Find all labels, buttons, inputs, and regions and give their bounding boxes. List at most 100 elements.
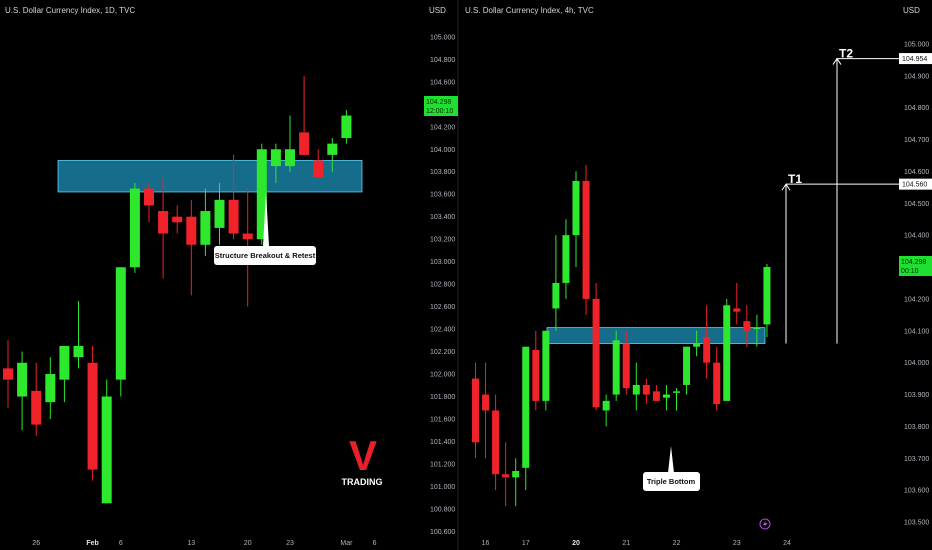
candle-body <box>512 471 520 478</box>
candle[interactable] <box>552 235 560 331</box>
last-price-value: 104.298 <box>426 99 451 106</box>
candle[interactable] <box>602 394 610 427</box>
candle[interactable] <box>673 388 680 411</box>
candle[interactable] <box>492 394 500 491</box>
candle-body <box>270 149 281 167</box>
candle[interactable] <box>723 298 731 401</box>
y-tick-label: 103.800 <box>430 169 455 176</box>
candle[interactable] <box>270 143 281 183</box>
candle[interactable] <box>622 330 630 395</box>
x-tick-label: 21 <box>622 540 630 547</box>
candle[interactable] <box>45 357 56 419</box>
y-tick-label: 104.800 <box>430 57 455 64</box>
candle[interactable] <box>592 282 600 411</box>
candle[interactable] <box>652 384 660 401</box>
candle[interactable] <box>662 384 670 411</box>
candle-body <box>632 384 640 395</box>
x-tick-label: 20 <box>244 540 252 547</box>
candle[interactable] <box>256 143 267 245</box>
candle[interactable] <box>472 362 479 459</box>
callout-box <box>214 246 316 265</box>
candle-body <box>172 216 183 223</box>
candle[interactable] <box>753 314 761 347</box>
support-resistance-zone <box>57 160 363 193</box>
last-price-countdown: 12:00:10 <box>426 108 453 115</box>
y-tick-label: 101.600 <box>430 416 455 423</box>
candle[interactable] <box>158 177 169 279</box>
candle-body <box>723 305 731 401</box>
candle-body <box>115 267 126 380</box>
candle[interactable] <box>3 340 13 408</box>
y-tick-label: 101.400 <box>430 439 455 446</box>
candle-body <box>502 474 510 478</box>
y-tick-label: 105.000 <box>904 41 929 48</box>
candle[interactable] <box>101 379 112 504</box>
candle[interactable] <box>228 154 239 240</box>
y-tick-label: 103.600 <box>430 192 455 199</box>
candle[interactable] <box>532 330 540 411</box>
x-tick-label: 16 <box>482 540 490 547</box>
y-tick-label: 105.000 <box>430 34 455 41</box>
candle-body <box>129 188 140 268</box>
y-tick-label: 103.000 <box>430 259 455 266</box>
candle[interactable] <box>87 345 98 481</box>
candle-body <box>582 180 590 299</box>
candle-body <box>753 327 761 330</box>
daily-chart-pane[interactable]: U.S. Dollar Currency Index, 1D, TVC USD … <box>3 6 458 547</box>
candle[interactable] <box>612 330 620 401</box>
candle-body <box>622 343 630 389</box>
candle-body <box>492 410 500 475</box>
x-tick-label: 6 <box>373 540 377 547</box>
candle[interactable] <box>313 149 324 178</box>
candle[interactable] <box>683 346 691 395</box>
candle[interactable] <box>341 109 352 144</box>
bolt-icon[interactable] <box>759 518 771 530</box>
candle[interactable] <box>693 330 701 357</box>
y-tick-label: 101.000 <box>430 484 455 491</box>
y-tick-label: 102.600 <box>430 304 455 311</box>
target-price-tag <box>899 178 932 190</box>
candle[interactable] <box>763 263 771 338</box>
candle[interactable] <box>285 115 295 172</box>
candle[interactable] <box>703 305 711 379</box>
candle-body <box>341 115 352 139</box>
candle[interactable] <box>144 182 154 223</box>
y-tick-label: 104.700 <box>904 137 929 144</box>
candle[interactable] <box>327 138 338 172</box>
callout-pointer <box>263 192 269 246</box>
candle[interactable] <box>582 165 590 315</box>
candle-body <box>713 362 721 405</box>
candle[interactable] <box>562 219 570 299</box>
candle[interactable] <box>115 267 126 397</box>
candle[interactable] <box>31 362 42 436</box>
candle[interactable] <box>642 378 650 405</box>
candle[interactable] <box>522 346 530 491</box>
candle[interactable] <box>512 458 520 507</box>
candle-body <box>472 378 479 443</box>
candle[interactable] <box>17 351 28 431</box>
4h-chart-pane[interactable]: U.S. Dollar Currency Index, 4h, TVC USD … <box>465 6 932 547</box>
candle[interactable] <box>733 282 741 325</box>
candle[interactable] <box>59 345 70 403</box>
candle[interactable] <box>200 188 211 257</box>
candle[interactable] <box>542 330 550 411</box>
brand-logo-letter: V <box>349 432 377 479</box>
candle[interactable] <box>743 305 751 347</box>
candle[interactable] <box>502 442 510 507</box>
candle[interactable] <box>214 182 225 245</box>
support-resistance-zone <box>546 327 766 344</box>
candle[interactable] <box>713 346 721 411</box>
candle-body <box>683 346 691 385</box>
y-tick-label: 103.700 <box>904 456 929 463</box>
candle[interactable] <box>299 76 310 155</box>
candle[interactable] <box>632 362 640 411</box>
candle[interactable] <box>572 171 580 268</box>
candle[interactable] <box>172 205 183 234</box>
candle[interactable] <box>482 362 490 459</box>
candle[interactable] <box>186 199 197 296</box>
y-tick-label: 102.400 <box>430 327 455 334</box>
y-tick-label: 103.600 <box>904 488 929 495</box>
candle[interactable] <box>129 182 140 273</box>
y-tick-label: 103.900 <box>904 392 929 399</box>
candle[interactable] <box>73 300 84 369</box>
